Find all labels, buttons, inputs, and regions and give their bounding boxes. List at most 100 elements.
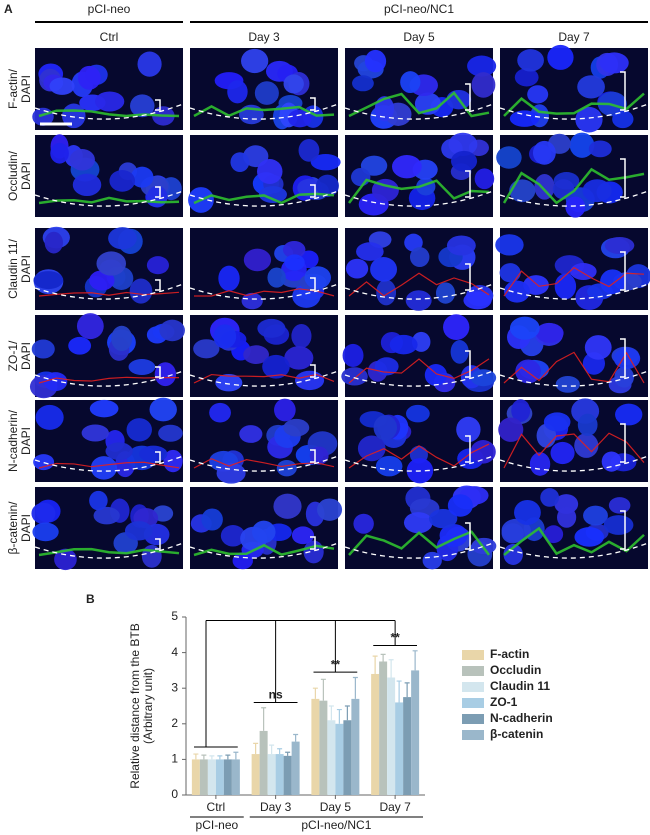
nucleus	[213, 324, 237, 349]
nucleus	[50, 142, 69, 164]
nucleus	[267, 267, 286, 288]
stain-signal	[38, 461, 180, 469]
column-header: Ctrl	[100, 30, 119, 44]
btb-line	[34, 455, 184, 472]
nucleus	[543, 412, 571, 432]
y-tick-label: 5	[171, 609, 178, 623]
nucleus	[583, 505, 608, 526]
nucleus	[43, 372, 68, 392]
nucleus	[89, 270, 115, 291]
legend-swatch	[462, 650, 484, 660]
bar	[371, 673, 380, 795]
nucleus	[565, 196, 586, 218]
error-bar	[312, 687, 318, 699]
error-bar	[396, 680, 402, 703]
btb-line	[344, 283, 494, 300]
bar	[291, 741, 300, 795]
bar	[283, 755, 292, 795]
btb-line	[34, 283, 184, 300]
nucleus	[509, 316, 540, 340]
stain-signal	[503, 432, 645, 469]
nucleus	[353, 513, 374, 534]
error-bar	[380, 653, 386, 662]
nucleus	[450, 150, 478, 172]
nucleus	[615, 403, 643, 426]
nucleus	[392, 154, 422, 179]
bar	[267, 754, 276, 795]
nucleus	[499, 263, 521, 283]
nucleus	[557, 506, 577, 528]
nucleus	[31, 502, 56, 525]
nucleus	[291, 323, 312, 349]
row-marker-label: F-actin/	[6, 68, 20, 109]
nucleus	[154, 362, 177, 387]
distance-bracket	[155, 186, 161, 198]
bar	[259, 730, 268, 795]
nucleus	[209, 402, 231, 423]
distance-bracket	[620, 158, 626, 198]
x-tick-label: Ctrl	[207, 800, 226, 814]
row-marker-label: N-cadherin/	[6, 409, 20, 472]
distance-bracket	[465, 522, 471, 550]
bar	[379, 661, 388, 795]
nucleus	[108, 227, 137, 250]
nucleus	[447, 494, 473, 517]
bar	[231, 759, 240, 795]
stain-signal	[503, 92, 645, 117]
bar	[311, 698, 320, 795]
nucleus	[254, 81, 279, 105]
error-bar	[277, 748, 283, 755]
nucleus	[96, 251, 127, 276]
nucleus	[575, 106, 603, 133]
btb-line	[344, 103, 494, 120]
nucleus	[400, 71, 421, 94]
nucleus	[158, 424, 183, 442]
nucleus	[356, 242, 384, 261]
nucleus	[613, 347, 641, 369]
nucleus	[608, 497, 631, 514]
x-tick-label: Day 5	[320, 800, 352, 814]
legend-label: Claudin 11	[490, 679, 550, 693]
y-tick-label: 0	[171, 787, 178, 801]
nucleus	[370, 257, 398, 282]
stain-signal	[193, 373, 335, 384]
btb-line	[344, 455, 494, 472]
bar	[327, 720, 336, 795]
nucleus	[258, 186, 287, 203]
stain-signal	[348, 272, 490, 297]
distance-bracket	[310, 449, 316, 463]
nucleus	[69, 149, 95, 171]
nucleus	[297, 178, 323, 197]
group-label: pCI-neo	[196, 818, 239, 832]
y-tick-label: 3	[171, 680, 178, 694]
nucleus	[31, 339, 55, 359]
btb-line	[189, 370, 339, 387]
row-stain-label: DAPI	[19, 75, 33, 103]
error-bar	[320, 678, 326, 701]
row-stain-label: DAPI	[19, 427, 33, 455]
stain-signal	[502, 167, 645, 205]
nucleus	[352, 75, 374, 92]
nucleus	[345, 258, 369, 279]
nucleus	[44, 231, 63, 254]
btb-line	[499, 542, 649, 559]
nucleus	[471, 72, 496, 98]
bar	[387, 677, 396, 795]
stain-signal	[193, 192, 335, 205]
distance-bracket	[155, 99, 161, 111]
error-bar	[344, 705, 350, 721]
legend-swatch	[462, 714, 484, 724]
distance-bracket	[310, 97, 316, 111]
nucleus	[128, 358, 156, 375]
nucleus	[552, 179, 575, 200]
nucleus	[282, 240, 306, 259]
bar	[403, 697, 412, 795]
nucleus	[284, 346, 314, 370]
nucleus	[409, 247, 430, 268]
nucleus	[81, 424, 109, 442]
distance-bracket	[465, 83, 471, 111]
row-marker-label: Occludin/	[6, 150, 20, 201]
nucleus	[535, 323, 564, 343]
btb-line	[344, 370, 494, 387]
nucleus	[604, 236, 635, 254]
